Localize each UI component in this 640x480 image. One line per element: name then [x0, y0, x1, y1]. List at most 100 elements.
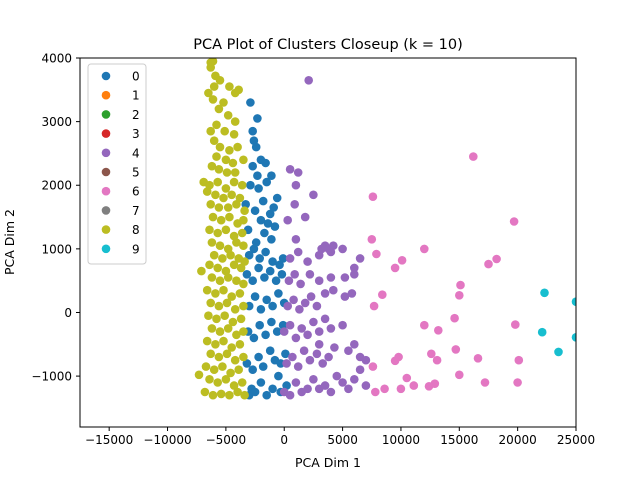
data-point-cluster-4 — [303, 384, 312, 394]
legend-label-3: 3 — [132, 127, 140, 141]
data-point-cluster-4 — [317, 244, 326, 254]
data-point-cluster-8 — [235, 340, 245, 349]
data-point-cluster-8 — [206, 200, 215, 209]
data-point-cluster-4 — [347, 289, 357, 298]
data-point-cluster-6 — [396, 384, 406, 394]
data-point-cluster-8 — [240, 206, 249, 215]
data-point-cluster-0 — [258, 362, 268, 371]
data-point-cluster-4 — [293, 247, 303, 257]
data-point-cluster-4 — [306, 292, 316, 301]
data-point-cluster-4 — [303, 257, 312, 266]
data-point-cluster-6 — [378, 290, 387, 300]
data-point-cluster-8 — [225, 390, 234, 400]
data-point-cluster-8 — [207, 324, 217, 333]
data-point-cluster-8 — [237, 180, 247, 190]
data-point-cluster-4 — [350, 340, 359, 349]
data-point-cluster-4 — [340, 292, 350, 301]
data-point-cluster-8 — [206, 63, 215, 72]
data-point-cluster-6 — [369, 301, 379, 311]
data-point-cluster-0 — [251, 238, 261, 247]
data-point-cluster-8 — [206, 349, 215, 359]
data-point-cluster-4 — [309, 375, 318, 384]
x-axis-label: PCA Dim 1 — [295, 455, 361, 470]
data-point-cluster-8 — [230, 168, 240, 177]
legend-marker-7 — [101, 206, 111, 215]
data-point-cluster-8 — [223, 273, 233, 282]
data-point-cluster-8 — [213, 263, 222, 273]
data-point-cluster-8 — [225, 212, 234, 222]
x-tick-label: −5000 — [206, 433, 247, 447]
data-point-cluster-8 — [229, 130, 239, 139]
data-point-cluster-6 — [480, 378, 490, 387]
data-point-cluster-4 — [324, 352, 333, 362]
data-point-cluster-4 — [283, 215, 293, 225]
data-point-cluster-4 — [305, 270, 315, 279]
data-point-cluster-8 — [227, 190, 236, 200]
data-point-cluster-6 — [492, 254, 501, 264]
data-point-cluster-8 — [213, 378, 222, 387]
x-tick-label: 20000 — [499, 433, 537, 447]
data-point-cluster-8 — [202, 336, 212, 346]
data-point-cluster-8 — [214, 203, 224, 212]
data-point-cluster-8 — [232, 200, 241, 209]
data-point-cluster-8 — [239, 327, 248, 336]
data-point-cluster-6 — [432, 355, 442, 365]
data-point-cluster-0 — [267, 235, 276, 244]
data-point-cluster-8 — [229, 177, 239, 187]
data-point-cluster-4 — [338, 320, 347, 330]
data-point-cluster-8 — [209, 136, 219, 145]
data-point-cluster-8 — [218, 254, 227, 263]
data-point-cluster-6 — [514, 355, 524, 365]
data-point-cluster-4 — [338, 378, 347, 387]
data-point-cluster-4 — [285, 165, 295, 174]
data-point-cluster-9 — [571, 297, 576, 306]
data-point-cluster-0 — [275, 260, 284, 270]
data-point-cluster-4 — [303, 330, 312, 340]
data-point-cluster-0 — [249, 333, 259, 343]
x-tick-label: 15000 — [440, 433, 478, 447]
data-point-cluster-0 — [260, 273, 269, 282]
data-point-cluster-0 — [242, 359, 252, 368]
data-point-cluster-4 — [320, 314, 330, 324]
data-point-cluster-4 — [309, 190, 318, 200]
data-point-cluster-8 — [219, 98, 228, 107]
data-point-cluster-8 — [233, 142, 242, 152]
data-point-cluster-0 — [242, 270, 252, 279]
legend-marker-1 — [101, 90, 111, 100]
data-point-cluster-4 — [344, 346, 353, 356]
data-point-cluster-0 — [253, 114, 262, 123]
data-point-cluster-0 — [250, 206, 260, 215]
data-point-cluster-6 — [427, 349, 436, 359]
legend-marker-0 — [101, 71, 111, 81]
data-point-cluster-8 — [214, 104, 224, 114]
data-point-cluster-0 — [271, 276, 281, 286]
data-point-cluster-4 — [290, 270, 300, 279]
data-point-cluster-0 — [274, 289, 283, 298]
data-point-cluster-4 — [299, 346, 309, 356]
data-point-cluster-4 — [329, 285, 338, 295]
data-point-cluster-8 — [233, 387, 242, 397]
data-point-cluster-0 — [267, 171, 276, 180]
data-point-cluster-4 — [320, 381, 330, 390]
data-point-cluster-8 — [204, 311, 213, 321]
data-point-cluster-4 — [318, 359, 328, 368]
data-point-cluster-6 — [372, 249, 381, 259]
data-point-cluster-0 — [261, 247, 270, 257]
x-tick-label: 5000 — [327, 433, 358, 447]
data-point-cluster-6 — [484, 259, 493, 269]
data-point-cluster-9 — [554, 347, 563, 357]
data-point-cluster-8 — [202, 285, 212, 295]
data-point-cluster-8 — [207, 161, 217, 171]
data-point-cluster-8 — [208, 95, 218, 104]
data-point-cluster-4 — [338, 244, 347, 254]
data-point-cluster-0 — [262, 295, 272, 305]
data-point-cluster-8 — [219, 336, 228, 346]
legend-label-4: 4 — [132, 146, 140, 160]
data-point-cluster-8 — [220, 311, 229, 321]
data-point-cluster-6 — [390, 356, 400, 366]
data-point-cluster-8 — [214, 352, 224, 362]
data-point-cluster-8 — [201, 362, 211, 371]
data-point-cluster-6 — [434, 326, 443, 335]
data-point-cluster-6 — [420, 320, 429, 330]
data-point-cluster-4 — [350, 375, 359, 384]
